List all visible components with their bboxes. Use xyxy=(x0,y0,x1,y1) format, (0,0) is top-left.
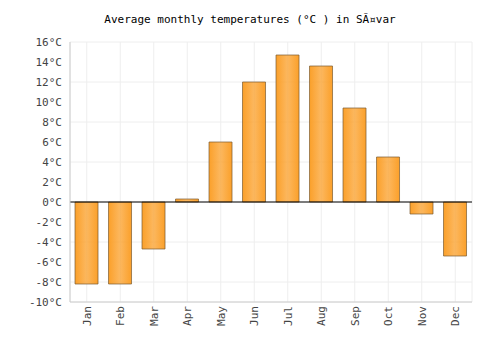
svg-text:10°C: 10°C xyxy=(36,96,63,109)
html-text:Average monthly temperatures (: Average monthly temperatures (°C ) in SÃ… xyxy=(104,13,396,26)
svg-text:May: May xyxy=(215,306,228,326)
svg-text:2°C: 2°C xyxy=(42,176,62,189)
svg-text:6°C: 6°C xyxy=(42,136,62,149)
svg-text:12°C: 12°C xyxy=(36,76,63,89)
svg-text:-10°C: -10°C xyxy=(29,296,62,309)
svg-text:-6°C: -6°C xyxy=(36,256,63,269)
svg-text:Oct: Oct xyxy=(382,306,395,326)
svg-text:Aug: Aug xyxy=(315,306,328,326)
svg-text:14°C: 14°C xyxy=(36,56,63,69)
svg-text:Apr: Apr xyxy=(181,306,194,326)
svg-text:Jun: Jun xyxy=(248,306,261,326)
svg-text:4°C: 4°C xyxy=(42,156,62,169)
svg-text:-4°C: -4°C xyxy=(36,236,63,249)
svg-text:-8°C: -8°C xyxy=(36,276,63,289)
svg-text:Sep: Sep xyxy=(349,306,362,326)
svg-text:-2°C: -2°C xyxy=(36,216,63,229)
svg-text:Jan: Jan xyxy=(81,306,94,326)
svg-text:Dec: Dec xyxy=(449,306,462,326)
svg-text:Jul: Jul xyxy=(282,306,295,326)
svg-text:Nov: Nov xyxy=(416,306,429,326)
svg-text:16°C: 16°C xyxy=(36,36,63,49)
svg-text:Feb: Feb xyxy=(114,306,127,326)
svg-text:Mar: Mar xyxy=(148,306,161,326)
svg-text:0°C: 0°C xyxy=(42,196,62,209)
svg-text:8°C: 8°C xyxy=(42,116,62,129)
